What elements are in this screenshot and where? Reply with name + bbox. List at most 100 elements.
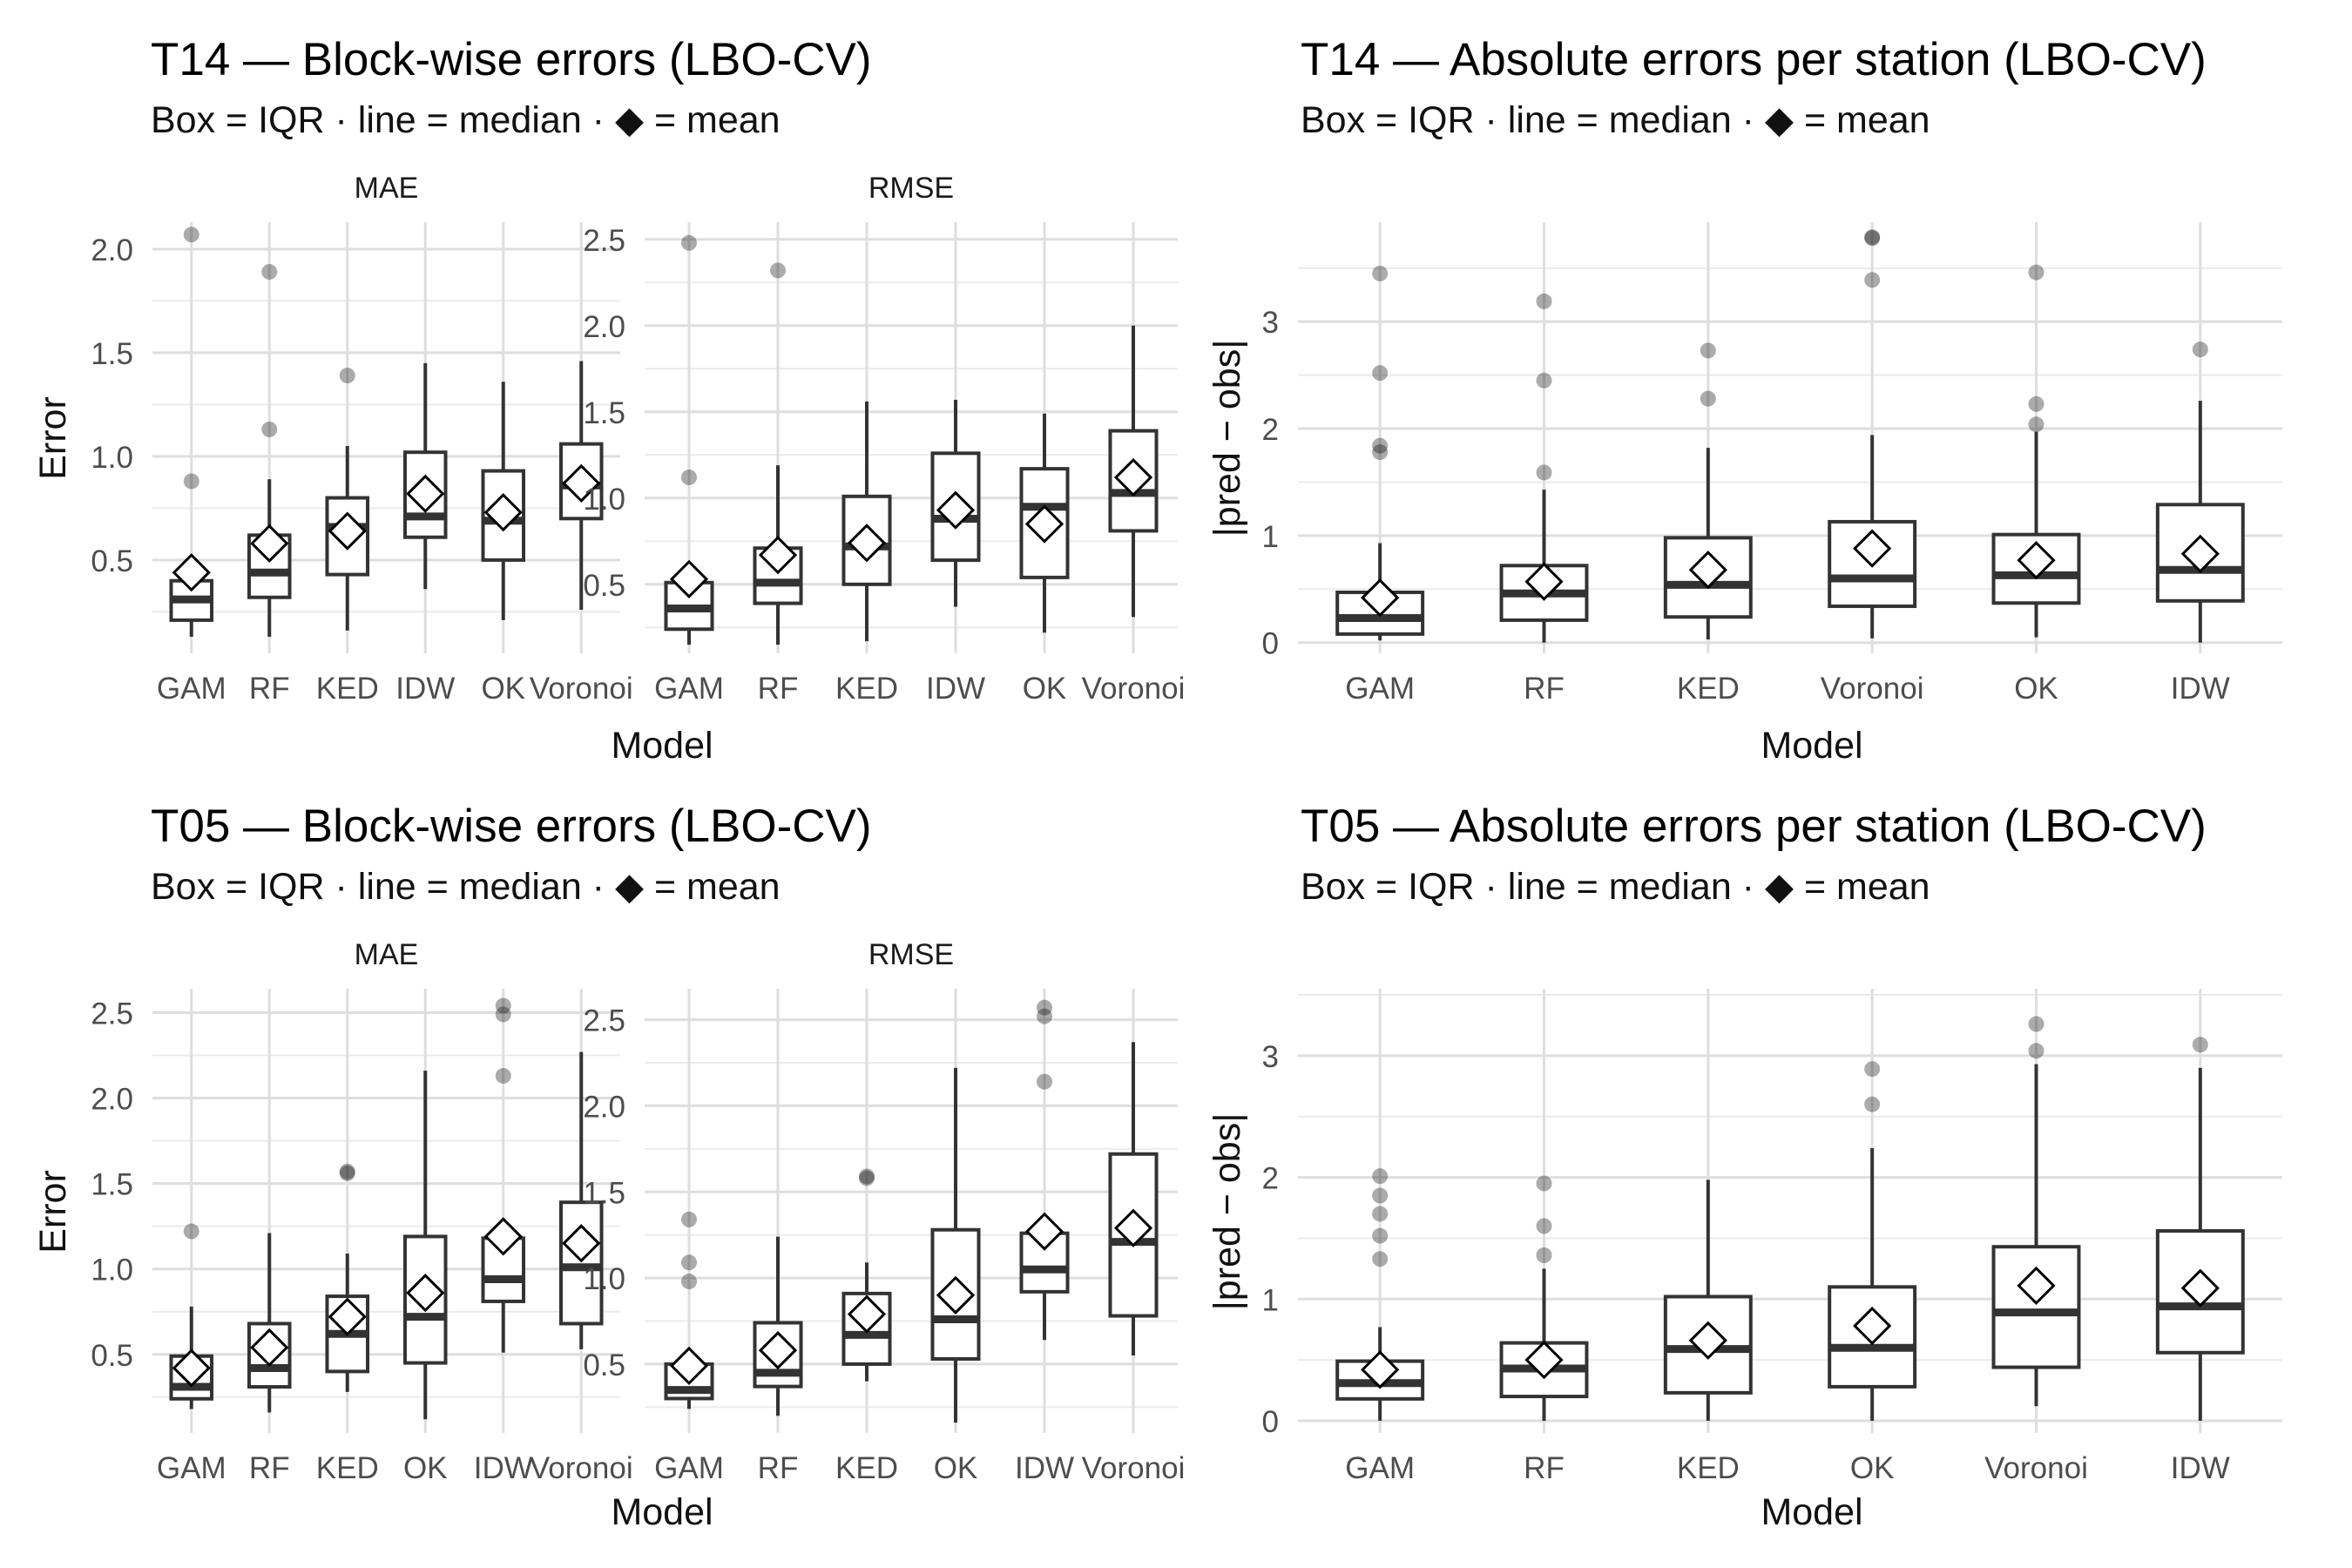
mean-marker-gam [669,1346,709,1386]
mean-marker-rf [250,524,289,563]
chart-panel-t14-absolute: T14 — Absolute errors per station (LBO-C… [1176,0,2352,775]
x-tick-label-ked: KED [316,1451,379,1485]
x-tick-label-ked: KED [835,1451,898,1485]
y-axis-title: Error [32,396,74,480]
mean-marker-rf [758,536,798,575]
x-tick-label-voronoi: Voronoi [1821,672,1924,706]
x-tick-label-rf: RF [249,1451,290,1485]
mean-marker-rf [250,1328,289,1368]
y-tick-label: 1.0 [583,483,625,517]
mean-marker-ok [2017,541,2056,580]
outlier-point-gam [681,470,697,486]
x-tick-label-rf: RF [758,672,799,706]
x-tick-label-gam: GAM [654,672,724,706]
x-axis-title: Model [611,1491,713,1533]
outlier-point-voronoi [1864,272,1881,288]
y-tick-label: 1 [1262,520,1279,554]
outlier-point-idw [1037,999,1052,1016]
x-tick-label-gam: GAM [1345,1451,1415,1485]
y-tick-label: 2.5 [91,997,133,1031]
x-tick-label-ok: OK [481,672,525,706]
mean-marker-gam [1361,578,1400,618]
mean-marker-ked [847,524,887,563]
outlier-point-idw [495,1006,511,1023]
y-axis-title: |pred − obs| [1206,1113,1248,1311]
outlier-point-gam [681,234,697,251]
outlier-point-gam [681,1254,697,1271]
mean-marker-voronoi [562,463,601,503]
y-tick-label: 2.0 [91,233,133,267]
outlier-point-gam [1372,265,1389,281]
y-tick-label: 1.0 [91,1254,133,1288]
chart-subtitle: Box = IQR · line = median · ◆ = mean [151,99,781,141]
mean-marker-rf [1524,562,1564,601]
chart-title: T05 — Block-wise errors (LBO-CV) [151,801,872,852]
facet-label-rmse: RMSE [868,938,954,971]
outlier-point-gam [1372,365,1389,382]
x-tick-label-ok: OK [1023,672,1067,706]
chart-panel-t14-blockwise: T14 — Block-wise errors (LBO-CV) Box = I… [0,0,1237,775]
y-axis-title: |pred − obs| [1206,340,1248,537]
mean-marker-ked [1688,1321,1727,1360]
x-axis-title: Model [611,725,713,767]
outlier-point-rf [770,262,786,279]
mean-marker-ked [1688,551,1727,590]
outlier-point-rf [261,421,278,437]
facet-label-rmse: RMSE [868,172,954,205]
facet-label-mae: MAE [355,938,419,971]
outlier-point-ked [859,1168,875,1185]
outlier-point-gam [1372,1168,1389,1185]
y-tick-label: 2.0 [583,310,625,344]
box-ked [1663,1294,1753,1395]
x-tick-label-idw: IDW [1015,1451,1074,1485]
x-tick-label-ked: KED [1677,1451,1740,1485]
box-voronoi [558,1200,604,1326]
outlier-point-voronoi [2028,1043,2044,1059]
mean-marker-voronoi [562,1224,601,1263]
mean-marker-gam [1361,1350,1400,1389]
mean-marker-voronoi [2017,1266,2056,1306]
x-tick-label-idw: IDW [2171,1451,2230,1485]
y-tick-label: 2.0 [91,1083,133,1117]
outlier-point-gam [183,473,199,490]
mean-marker-idw [1024,1212,1064,1251]
outlier-point-voronoi [1864,230,1881,247]
outlier-point-gam [1372,437,1389,454]
outlier-point-ok [2028,416,2044,433]
outlier-point-ked [339,368,355,384]
outlier-point-ked [1700,390,1716,407]
outlier-point-idw [2192,1037,2208,1053]
x-tick-label-gam: GAM [157,672,226,706]
outlier-point-ok [2028,395,2044,412]
x-tick-label-idw: IDW [395,672,455,706]
x-tick-label-gam: GAM [1345,672,1415,706]
y-tick-label: 1.5 [91,1168,133,1202]
y-tick-label: 1.0 [583,1262,625,1296]
x-tick-label-rf: RF [758,1451,799,1485]
x-tick-label-voronoi: Voronoi [530,672,633,706]
y-tick-label: 1 [1262,1283,1279,1317]
outlier-point-rf [1536,293,1552,309]
box-voronoi [1991,1245,2081,1369]
outlier-point-gam [681,1274,697,1290]
outlier-point-gam [1372,1206,1389,1222]
mean-marker-idw [2180,534,2220,573]
y-tick-label: 3 [1262,1040,1279,1074]
y-tick-label: 2.5 [583,1004,625,1038]
y-tick-label: 2.5 [583,224,625,258]
outlier-point-gam [183,1223,199,1240]
mean-marker-voronoi [1853,529,1892,568]
mean-marker-ked [328,1297,367,1336]
outlier-point-idw [1037,1073,1052,1090]
outlier-point-ok [1864,1096,1881,1112]
boxplot-t14-absolute: 0 1 2 3 GAM RF KED Voronoi OK IDW Model |pred − obs… [1206,222,2282,767]
x-tick-label-gam: GAM [157,1451,226,1485]
y-tick-label: 1.5 [91,337,133,371]
mean-marker-idw [936,490,976,530]
x-tick-label-idw: IDW [2171,672,2230,706]
outlier-point-gam [681,1211,697,1227]
chart-panel-t05-absolute: T05 — Absolute errors per station (LBO-C… [1176,767,2352,1568]
mean-marker-ked [847,1294,887,1334]
x-axis-title: Model [1761,725,1862,767]
